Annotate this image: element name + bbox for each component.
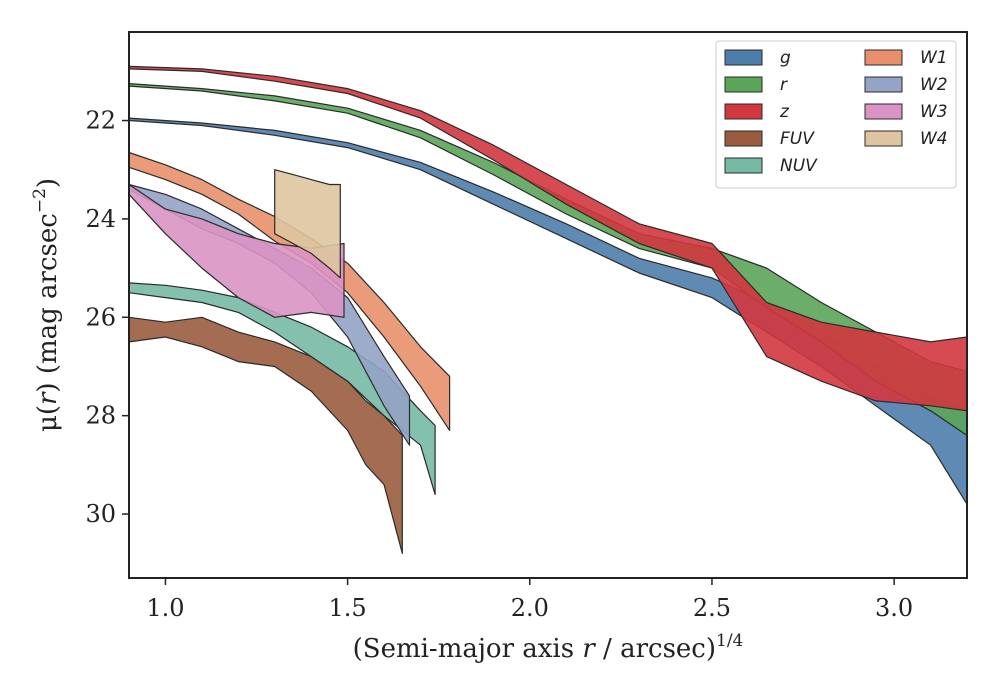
x-axis: 1.0 1.5 2.0 2.5 3.0 [146,578,913,622]
legend-swatch-w2 [864,76,903,93]
legend-label-fuv: FUV [780,129,815,149]
band-w4 [274,169,341,279]
y-tick-label: 28 [85,402,116,430]
x-tick-label: 2.0 [511,594,549,622]
y-tick-label: 24 [85,205,116,233]
legend-swatch-w3 [864,103,903,120]
x-tick-label: 1.0 [146,594,184,622]
plot-frame [128,31,968,579]
legend: grz FUV NUV W1 W2 W3 W4 [715,40,957,189]
bands-layer [128,65,968,554]
legend-swatch-g [724,49,763,66]
band-w3 [128,183,345,318]
legend-swatch-fuv [724,130,763,147]
y-axis-title: μ(r) (mag arcsec−2) [30,178,63,432]
legend-swatch-r [724,76,763,93]
y-tick-label: 26 [85,303,116,331]
x-tick-label: 2.5 [693,594,731,622]
legend-label-nuv: NUV [780,156,818,176]
legend-swatch-w1 [864,49,903,66]
legend-label-z: z [779,102,790,122]
x-tick-label: 3.0 [875,594,913,622]
legend-label-w2: W2 [920,75,948,95]
y-tick-label: 22 [85,107,116,135]
x-axis-title: (Semi-major axis r / arcsec)1/4 [353,631,744,664]
legend-swatch-w4 [864,130,903,147]
legend-swatch-z [724,103,763,120]
y-axis: 22 24 26 28 30 [85,107,129,528]
band-w1 [128,151,451,431]
legend-label-r: r [780,75,788,95]
legend-label-w4: W4 [920,129,948,149]
legend-swatch-nuv [724,157,763,174]
legend-label-w1: W1 [920,48,948,68]
band-fuv [128,316,403,554]
y-tick-label: 30 [85,500,116,528]
legend-label-g: g [780,48,791,68]
x-tick-label: 1.5 [329,594,367,622]
legend-label-w3: W3 [920,102,948,122]
